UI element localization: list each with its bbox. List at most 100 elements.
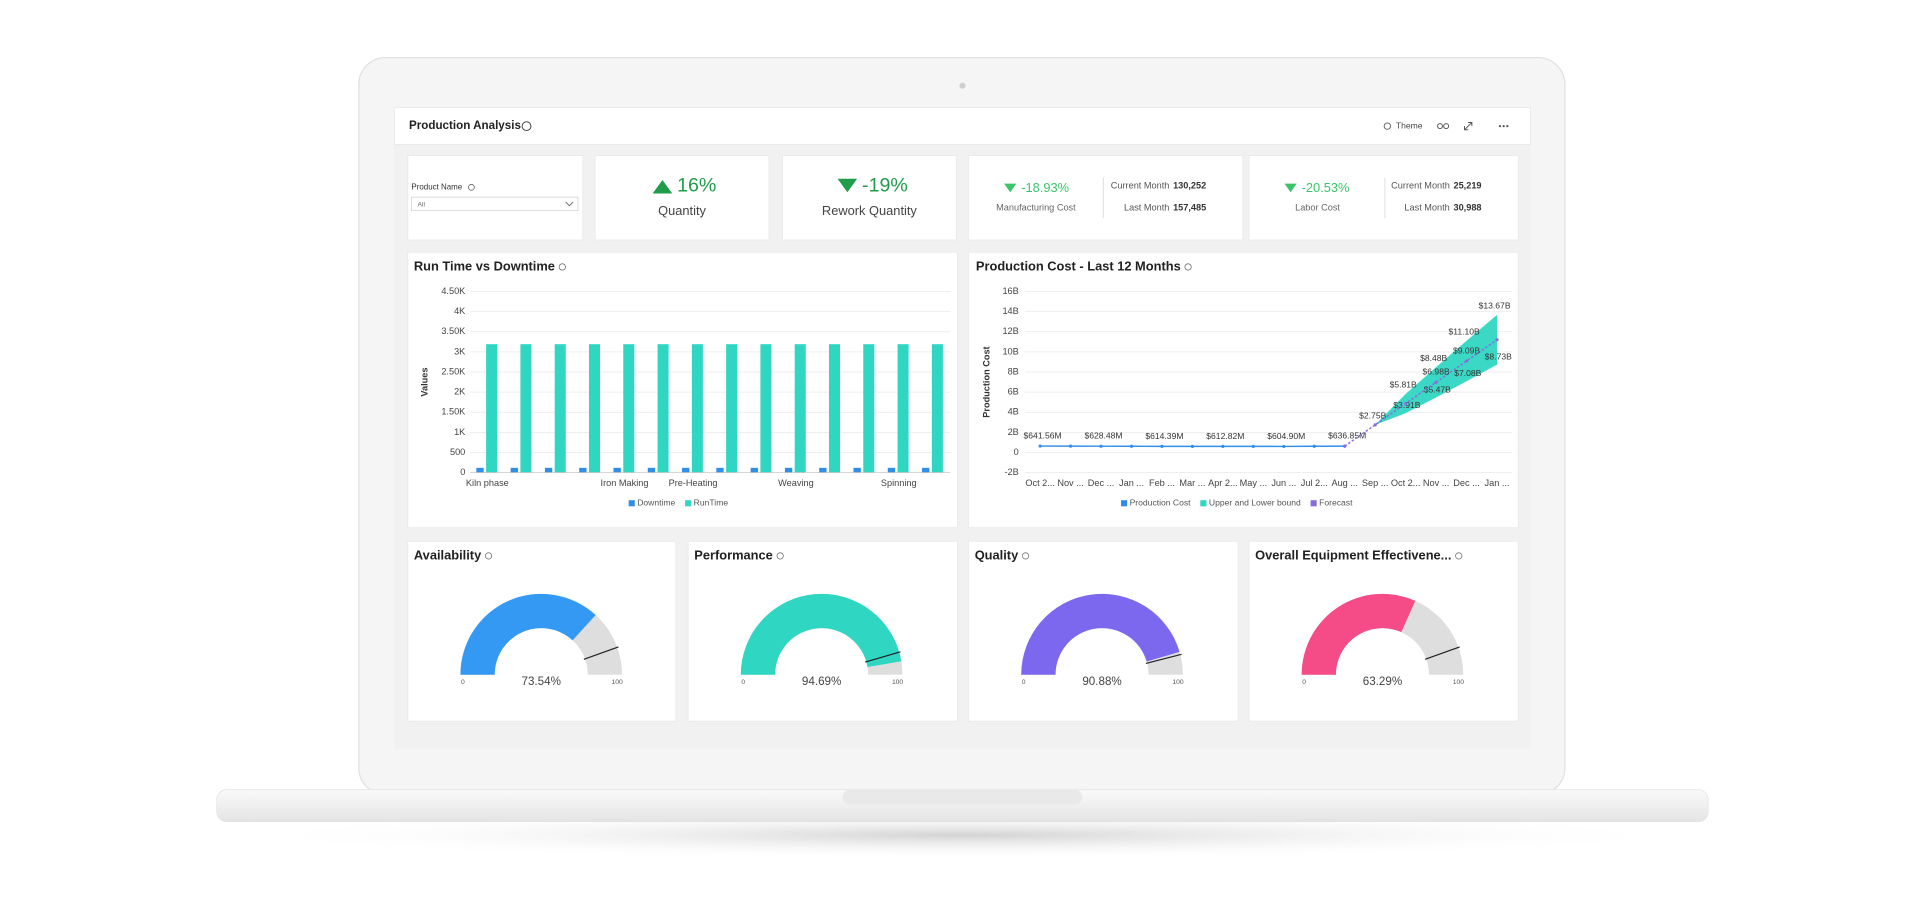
bar	[887, 467, 896, 473]
gauge-value	[740, 593, 902, 675]
bar	[544, 467, 553, 473]
data-label: $13.67B	[1479, 301, 1511, 311]
legend-swatch	[685, 500, 692, 507]
gauge-card	[407, 540, 677, 722]
legend-label: Downtime	[637, 498, 675, 508]
info-icon	[485, 552, 493, 560]
y-tick-label: 10B	[1002, 346, 1018, 356]
bar	[828, 344, 841, 473]
kpi-label: Quantity	[658, 203, 706, 218]
chart-title: Quality	[975, 547, 1019, 562]
gauge-card	[1248, 540, 1519, 722]
info-icon	[1455, 552, 1463, 560]
y-tick-label: 6B	[1008, 387, 1019, 397]
chart-title: Performance	[694, 547, 773, 562]
point	[1069, 444, 1073, 448]
more-icon[interactable]	[1498, 125, 1509, 128]
bar	[647, 467, 656, 473]
data-label: $6.98B	[1423, 367, 1450, 377]
bar	[922, 467, 930, 473]
bar	[657, 344, 669, 473]
x-tick-label: Sep ...	[1362, 478, 1389, 488]
data-label: $641.56M	[1024, 431, 1062, 441]
gauge-target	[1145, 653, 1182, 665]
bar	[784, 467, 793, 473]
y-tick-label: 12B	[1002, 326, 1018, 336]
point	[1251, 444, 1255, 448]
legend-label: Forecast	[1319, 498, 1353, 508]
laptop-mockup: Production Analysis Theme Product Name A…	[216, 56, 1709, 860]
point	[1343, 444, 1347, 448]
trend-down-arrow	[1004, 183, 1017, 193]
expand-icon[interactable]	[1464, 121, 1473, 131]
cost-card	[968, 155, 1244, 241]
point	[1160, 444, 1164, 448]
chart-title: Run Time vs Downtime	[414, 258, 555, 273]
info-icon	[558, 263, 566, 271]
last-label: Last Month	[1124, 203, 1169, 213]
gauge-target	[583, 646, 619, 660]
point	[1464, 359, 1469, 363]
bar	[794, 344, 806, 473]
data-label: $3.91B	[1393, 400, 1420, 410]
point	[1038, 444, 1042, 448]
x-tick-label: May ...	[1240, 478, 1268, 488]
legend-label: RunTime	[694, 498, 729, 508]
view-icon[interactable]	[1437, 123, 1450, 130]
x-tick-label: Aug ...	[1331, 478, 1358, 488]
bar	[486, 344, 498, 473]
y-tick-label: 4.50K	[441, 286, 466, 296]
gauge-value-label: 73.54%	[522, 675, 561, 688]
current-value: 25,219	[1453, 181, 1481, 191]
filter-select[interactable]	[411, 196, 579, 211]
cost-change: -20.53%	[1302, 180, 1350, 195]
kpi-value: 16%	[677, 174, 716, 196]
kpi-card	[781, 155, 957, 241]
point	[1404, 401, 1408, 406]
bar	[863, 344, 875, 473]
gauge-tick-label: 0	[741, 679, 745, 686]
gauge-tick-label: 0	[1022, 679, 1026, 686]
info-icon	[1022, 552, 1030, 560]
x-tick-label: Jan ...	[1485, 478, 1510, 488]
gauge-tick-label: 100	[1172, 679, 1183, 686]
theme-icon[interactable]	[1383, 122, 1392, 130]
point	[1099, 444, 1103, 448]
gauge-target	[1424, 646, 1460, 660]
x-tick-label: Spinning	[881, 478, 917, 488]
bar	[588, 344, 601, 473]
bar	[819, 467, 827, 473]
bar	[931, 344, 943, 473]
y-tick-label: 8B	[1008, 366, 1019, 376]
bar	[716, 467, 724, 473]
info-icon[interactable]	[521, 121, 532, 132]
theme-button[interactable]: Theme	[1396, 120, 1423, 130]
last-value: 30,988	[1453, 203, 1481, 213]
y-tick-label: 2B	[1008, 427, 1019, 437]
x-tick-label: Oct 2...	[1391, 478, 1421, 488]
info-icon	[776, 552, 784, 560]
gauge-tick-label: 0	[461, 679, 465, 686]
legend-swatch	[1121, 500, 1128, 507]
x-tick-label: Feb ...	[1149, 478, 1175, 488]
point	[1495, 338, 1499, 342]
x-tick-label: Iron Making	[601, 478, 649, 488]
forecast-line	[1344, 339, 1498, 447]
gauge-value	[1301, 593, 1416, 675]
gauge-value	[1021, 593, 1180, 675]
x-tick-label: Jan ...	[1119, 478, 1144, 488]
data-label: $5.81B	[1390, 380, 1417, 390]
chart-title: Overall Equipment Effectivene...	[1255, 547, 1451, 562]
data-label: $8.48B	[1420, 353, 1447, 363]
legend-label: Production Cost	[1130, 498, 1192, 508]
y-tick-label: 500	[450, 447, 465, 457]
kpi-label: Rework Quantity	[822, 203, 918, 218]
laptop-shadow	[227, 810, 1698, 860]
x-tick-label: Nov ...	[1423, 478, 1450, 488]
gauge-card	[968, 540, 1239, 722]
header-bar	[393, 107, 1531, 145]
kpi-value: -19%	[862, 174, 908, 196]
y-tick-label: 4B	[1008, 407, 1019, 417]
bar	[853, 467, 861, 473]
